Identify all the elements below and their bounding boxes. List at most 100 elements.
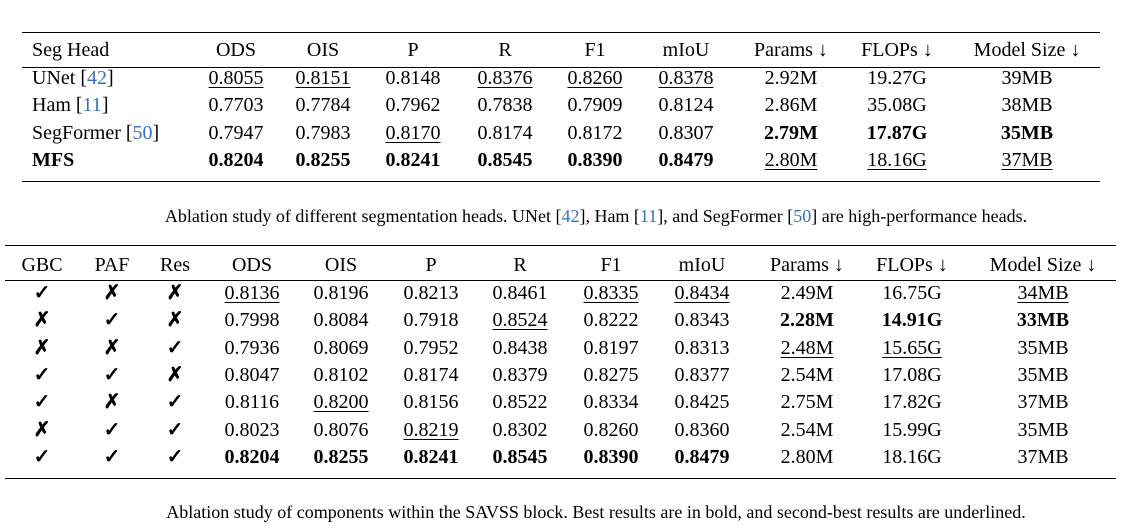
- text: ]: [106, 67, 114, 89]
- cell: 0.8260: [583, 418, 639, 441]
- cell: 0.8378: [658, 67, 714, 89]
- cell: 0.7983: [295, 121, 351, 144]
- cell: 2.54M: [780, 363, 834, 386]
- cell: ✓: [166, 391, 184, 414]
- cell: 0.8545: [492, 445, 548, 468]
- cell: 2.80M: [764, 148, 818, 171]
- cell: ✓: [103, 309, 121, 332]
- column-header: Params ↓: [754, 39, 828, 61]
- column-header: PAF: [94, 254, 130, 276]
- cell: 0.8255: [313, 445, 369, 468]
- cell: 0.8390: [583, 445, 639, 468]
- column-header: Model Size ↓: [989, 254, 1097, 276]
- cell: 2.86M: [764, 94, 818, 117]
- cell: ✓: [33, 363, 51, 386]
- citation[interactable]: 42: [86, 67, 107, 89]
- cell: 0.8377: [674, 363, 730, 386]
- column-header: R: [513, 254, 527, 276]
- cell: ✓: [103, 363, 121, 386]
- cell: 38MB: [1001, 94, 1053, 117]
- cell: ✗: [103, 391, 121, 414]
- cell: 0.8213: [403, 282, 459, 304]
- cell: 2.54M: [780, 418, 834, 441]
- cell: 0.8174: [403, 363, 459, 386]
- column-header: F1: [584, 39, 606, 61]
- cell: 0.7703: [208, 94, 264, 117]
- text: ], and SegFormer [: [657, 206, 794, 226]
- mid-rule: [22, 67, 1100, 68]
- cell: ✗: [33, 418, 51, 441]
- cell: 2.75M: [780, 391, 834, 414]
- cell: 0.8084: [313, 309, 369, 332]
- cell: 0.8124: [658, 94, 714, 117]
- cell: 0.8313: [674, 336, 730, 359]
- cell: 35MB: [1017, 336, 1069, 359]
- cell: 0.8204: [208, 148, 264, 171]
- cell: 0.8023: [224, 418, 280, 441]
- cell: 2.48M: [780, 336, 834, 359]
- column-header: P: [425, 254, 437, 276]
- cell: ✗: [33, 309, 51, 332]
- cell: 0.8461: [492, 282, 548, 304]
- cell: 35MB: [1000, 121, 1054, 144]
- bottom-rule: [22, 181, 1100, 182]
- column-header: P: [407, 39, 419, 61]
- citation[interactable]: 11: [82, 94, 102, 117]
- cell: ✓: [166, 445, 184, 468]
- cell: 0.8260: [567, 67, 623, 89]
- cell: 0.8545: [477, 148, 533, 171]
- cell: 0.8334: [583, 391, 639, 414]
- column-header: OIS: [324, 254, 358, 276]
- cell: 17.82G: [882, 391, 942, 414]
- cell: 15.99G: [882, 418, 942, 441]
- cell: ✓: [33, 445, 51, 468]
- cell: 0.8241: [403, 445, 459, 468]
- cell: 0.8219: [403, 418, 459, 441]
- cell: ✓: [103, 445, 121, 468]
- citation[interactable]: 11: [639, 206, 658, 226]
- text: Ablation study of components within the …: [166, 502, 1026, 522]
- column-header: Model Size ↓: [973, 39, 1081, 61]
- cell: 0.8200: [313, 391, 369, 414]
- text: ]: [101, 94, 109, 117]
- cell: 0.8390: [567, 148, 623, 171]
- cell: 0.8174: [477, 121, 533, 144]
- cell: 0.8196: [313, 282, 369, 304]
- cell: 17.08G: [882, 363, 942, 386]
- cell: 0.8379: [492, 363, 548, 386]
- cell: 14.91G: [881, 309, 943, 332]
- cell: 0.8438: [492, 336, 548, 359]
- cell: 15.65G: [882, 336, 942, 359]
- cell: 0.8136: [224, 282, 280, 304]
- cell: 0.7962: [385, 94, 441, 117]
- cell: ✗: [166, 363, 184, 386]
- cell: 0.8102: [313, 363, 369, 386]
- text: ], Ham [: [579, 206, 640, 226]
- text: UNet [: [32, 67, 87, 89]
- cell: 0.8522: [492, 391, 548, 414]
- cell: 2.49M: [780, 282, 834, 304]
- cell: 0.8151: [295, 67, 351, 89]
- cell: 0.8047: [224, 363, 280, 386]
- column-header: Seg Head: [32, 39, 110, 61]
- cell: 2.80M: [780, 445, 834, 468]
- column-header: OIS: [306, 39, 340, 61]
- citation[interactable]: 42: [561, 206, 580, 226]
- cell: 2.92M: [764, 67, 818, 89]
- cell: 35MB: [1017, 418, 1069, 441]
- cell: MFS: [32, 148, 75, 171]
- cell: ✗: [33, 336, 51, 359]
- cell: 0.8307: [658, 121, 714, 144]
- cell: 0.7838: [477, 94, 533, 117]
- citation[interactable]: 50: [793, 206, 812, 226]
- column-header: FLOPs ↓: [876, 254, 948, 276]
- cell: 0.8360: [674, 418, 730, 441]
- citation[interactable]: 50: [132, 121, 153, 144]
- column-header: mIoU: [662, 39, 710, 61]
- top-rule: [22, 32, 1100, 33]
- cell: 0.8116: [224, 391, 280, 414]
- cell: 35.08G: [867, 94, 927, 117]
- column-header: Params ↓: [770, 254, 844, 276]
- cell: 0.8170: [385, 121, 441, 144]
- cell: Ham [11]: [32, 95, 108, 115]
